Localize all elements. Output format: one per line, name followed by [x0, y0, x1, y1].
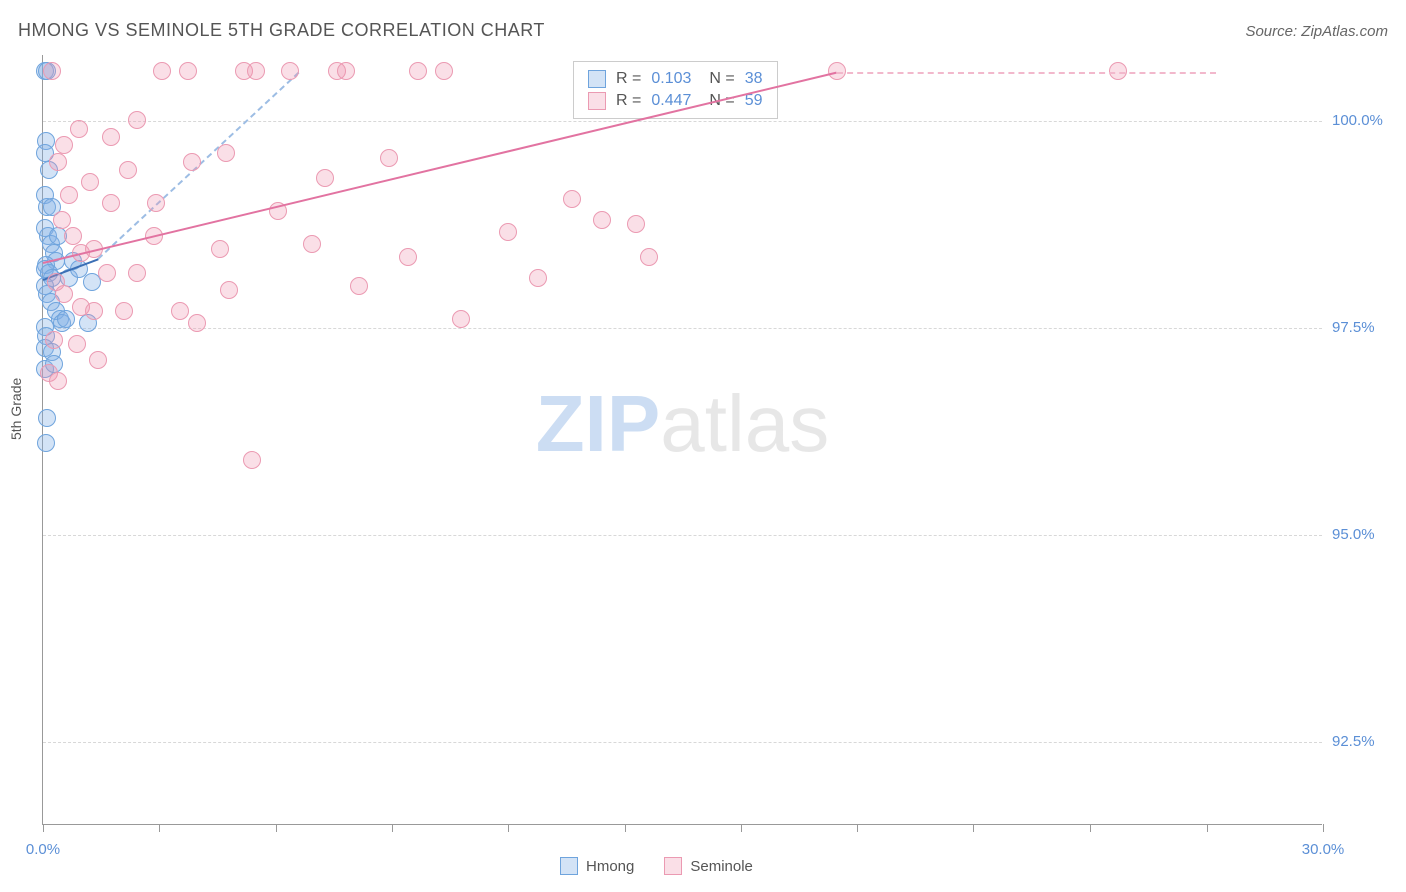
swatch-hmong: [588, 70, 606, 88]
legend-item-seminole: Seminole: [664, 857, 753, 875]
data-point: [38, 409, 56, 427]
data-point: [303, 235, 321, 253]
x-tick-label: 30.0%: [1302, 841, 1345, 858]
data-point: [49, 153, 67, 171]
data-point: [435, 62, 453, 80]
data-point: [243, 451, 261, 469]
legend: Hmong Seminole: [560, 857, 753, 875]
data-point: [247, 62, 265, 80]
source-citation: Source: ZipAtlas.com: [1245, 23, 1388, 40]
y-tick-label: 97.5%: [1332, 319, 1392, 336]
data-point: [337, 62, 355, 80]
n-value: 38: [745, 70, 763, 88]
y-tick-label: 92.5%: [1332, 733, 1392, 750]
data-point: [217, 144, 235, 162]
swatch-hmong: [560, 857, 578, 875]
data-point: [43, 62, 61, 80]
data-point: [81, 173, 99, 191]
legend-label: Seminole: [690, 858, 753, 875]
data-point: [593, 211, 611, 229]
data-point: [563, 190, 581, 208]
x-tick-mark: [1323, 824, 1324, 832]
data-point: [316, 169, 334, 187]
data-point: [119, 161, 137, 179]
data-point: [452, 310, 470, 328]
x-tick-mark: [741, 824, 742, 832]
legend-item-hmong: Hmong: [560, 857, 634, 875]
data-point: [55, 285, 73, 303]
watermark-zip: ZIP: [536, 379, 660, 468]
n-label: N =: [709, 70, 734, 88]
r-value: 0.103: [651, 70, 691, 88]
legend-label: Hmong: [586, 858, 634, 875]
r-label: R =: [616, 92, 641, 110]
r-label: R =: [616, 70, 641, 88]
data-point: [85, 302, 103, 320]
data-point: [153, 62, 171, 80]
data-point: [171, 302, 189, 320]
y-tick-label: 100.0%: [1332, 112, 1392, 129]
data-point: [70, 120, 88, 138]
data-point: [49, 372, 67, 390]
gridline: [43, 121, 1322, 122]
x-tick-mark: [1090, 824, 1091, 832]
x-tick-mark: [1207, 824, 1208, 832]
data-point: [55, 136, 73, 154]
y-axis-label: 5th Grade: [8, 378, 24, 440]
data-point: [53, 211, 71, 229]
data-point: [409, 62, 427, 80]
data-point: [37, 434, 55, 452]
x-tick-mark: [43, 824, 44, 832]
data-point: [350, 277, 368, 295]
swatch-seminole: [664, 857, 682, 875]
x-tick-mark: [973, 824, 974, 832]
gridline: [43, 328, 1322, 329]
data-point: [183, 153, 201, 171]
data-point: [89, 351, 107, 369]
swatch-seminole: [588, 92, 606, 110]
data-point: [380, 149, 398, 167]
data-point: [102, 128, 120, 146]
watermark: ZIPatlas: [536, 378, 829, 470]
data-point: [529, 269, 547, 287]
x-tick-mark: [159, 824, 160, 832]
data-point: [188, 314, 206, 332]
x-tick-mark: [625, 824, 626, 832]
data-point: [211, 240, 229, 258]
data-point: [115, 302, 133, 320]
data-point: [640, 248, 658, 266]
data-point: [128, 264, 146, 282]
data-point: [627, 215, 645, 233]
scatter-chart: ZIPatlas R = 0.103 N = 38 R = 0.447 N = …: [42, 55, 1322, 825]
trend-extrapolation: [837, 72, 1217, 74]
data-point: [399, 248, 417, 266]
x-tick-mark: [276, 824, 277, 832]
data-point: [220, 281, 238, 299]
x-tick-mark: [392, 824, 393, 832]
stat-row-hmong: R = 0.103 N = 38: [588, 68, 763, 90]
data-point: [102, 194, 120, 212]
stat-row-seminole: R = 0.447 N = 59: [588, 90, 763, 112]
gridline: [43, 535, 1322, 536]
y-tick-label: 95.0%: [1332, 526, 1392, 543]
data-point: [68, 335, 86, 353]
data-point: [57, 310, 75, 328]
watermark-atlas: atlas: [660, 379, 829, 468]
data-point: [128, 111, 146, 129]
data-point: [499, 223, 517, 241]
x-tick-mark: [857, 824, 858, 832]
data-point: [64, 227, 82, 245]
data-point: [179, 62, 197, 80]
x-tick-label: 0.0%: [26, 841, 60, 858]
data-point: [98, 264, 116, 282]
data-point: [45, 331, 63, 349]
chart-title: HMONG VS SEMINOLE 5TH GRADE CORRELATION …: [18, 20, 545, 41]
data-point: [60, 186, 78, 204]
data-point: [281, 62, 299, 80]
data-point: [147, 194, 165, 212]
trend-line: [43, 72, 837, 264]
gridline: [43, 742, 1322, 743]
x-tick-mark: [508, 824, 509, 832]
